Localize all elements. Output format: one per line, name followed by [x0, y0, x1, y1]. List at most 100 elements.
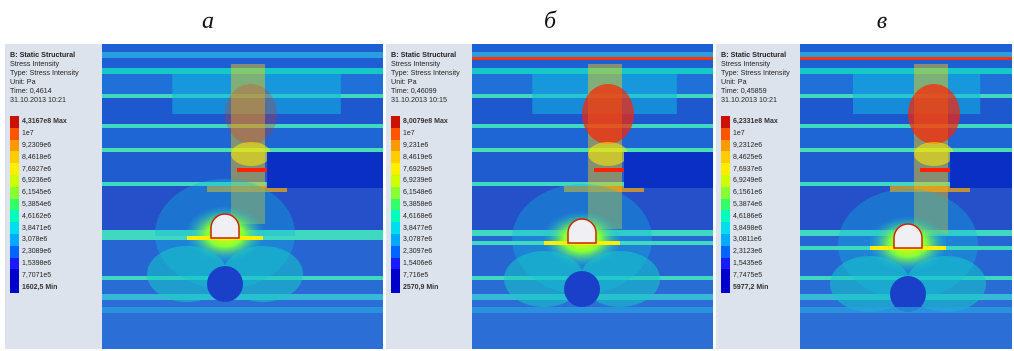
scale-swatch — [721, 257, 730, 270]
scale-label: 2,3097e6 — [403, 248, 433, 256]
bottom-band — [800, 307, 1012, 313]
lobe — [504, 251, 584, 307]
stress-seam — [890, 186, 970, 192]
scale-swatch — [10, 116, 19, 128]
scale-label: 6,9249e6 — [733, 177, 763, 185]
scale-swatch — [10, 245, 19, 258]
scale-swatch — [721, 269, 730, 282]
scale-label: 4,6162e6 — [22, 212, 52, 220]
scale-swatch — [721, 174, 730, 187]
scale-label: 3,8477e6 — [403, 224, 433, 232]
scale-label: 2,3123e6 — [733, 248, 763, 256]
panel-c: B: Static Structural Stress Intensity Ty… — [716, 44, 1012, 349]
scale-swatch — [10, 269, 19, 282]
stratum — [472, 44, 713, 52]
hot-spot — [582, 84, 634, 144]
stratum — [800, 68, 1012, 74]
scale-swatch — [391, 210, 400, 223]
lobe — [223, 246, 303, 302]
scale-swatch — [391, 233, 400, 246]
scale-swatch — [391, 174, 400, 187]
legend-unit: Unit: Pa — [391, 77, 417, 86]
lobe — [906, 256, 986, 312]
scale-swatch — [721, 222, 730, 234]
legend-type: Type: Stress Intensity — [391, 68, 460, 77]
scale-label: 9,2312e6 — [733, 141, 763, 149]
lobe-core — [890, 276, 926, 312]
scale-swatch — [391, 116, 400, 128]
scale-swatch — [10, 210, 19, 223]
tunnel — [893, 223, 923, 249]
scale-label: 6,1545e6 — [22, 189, 52, 197]
scale-label: 3,8471e6 — [22, 224, 52, 232]
stratum — [800, 52, 1012, 58]
stratum — [800, 182, 1012, 186]
scale-swatch — [721, 127, 730, 140]
scale-swatch — [721, 163, 730, 175]
stratum — [800, 58, 1012, 68]
stress-field-a — [102, 44, 383, 349]
scale-swatch — [721, 245, 730, 258]
panel-a: B: Static Structural Stress Intensity Ty… — [5, 44, 383, 349]
scale-min: 5977,2 Min — [733, 283, 769, 291]
scale-swatch — [10, 233, 19, 246]
scale-label: 8,4619e6 — [403, 153, 433, 161]
stratum — [472, 58, 713, 68]
legend-result: Stress Intensity — [391, 59, 441, 68]
scale-label: 7,7071e5 — [22, 271, 52, 279]
scale-label: 2,3089e6 — [22, 248, 52, 256]
stress-seam — [237, 168, 287, 172]
scale-label: 8,4625e6 — [733, 153, 763, 161]
legend-date: 31.10.2013 10:21 — [721, 95, 777, 104]
legend-date: 31.10.2013 10:15 — [391, 95, 447, 104]
scale-swatch — [721, 198, 730, 211]
legend-c: B: Static Structural Stress Intensity Ty… — [716, 44, 800, 349]
scale-swatch — [721, 139, 730, 152]
legend-b: B: Static Structural Stress Intensity Ty… — [386, 44, 472, 349]
scale-swatch — [721, 186, 730, 199]
scale-label: 7,716e5 — [403, 271, 429, 279]
lobe — [147, 246, 227, 302]
scale-swatch — [721, 151, 730, 164]
scale-swatch — [10, 186, 19, 199]
scale-swatch — [10, 222, 19, 234]
roof-band — [800, 57, 1012, 60]
scale-min: 1602,5 Min — [22, 283, 58, 291]
scale-label: 6,9236e6 — [22, 177, 52, 185]
stress-field-b — [472, 44, 713, 349]
stress-field-c — [800, 44, 1012, 349]
caption-a: а — [202, 8, 214, 34]
stratum — [102, 124, 383, 128]
scale-swatch — [721, 116, 730, 128]
scale-swatch — [391, 269, 400, 282]
scale-label: 5,3854e6 — [22, 200, 52, 208]
scale-label: 3,078e6 — [22, 236, 48, 244]
scale-swatch — [391, 163, 400, 175]
mid-zone — [172, 74, 341, 114]
scale-swatch — [391, 151, 400, 164]
legend-result: Stress Intensity — [10, 59, 60, 68]
scale-swatch — [10, 257, 19, 270]
scale-swatch — [721, 233, 730, 246]
scale-label: 3,0787e6 — [403, 236, 433, 244]
scale-swatch — [10, 139, 19, 152]
scale-swatch — [391, 139, 400, 152]
caption-c: в — [876, 8, 888, 34]
legend-result: Stress Intensity — [721, 59, 771, 68]
dark-block — [624, 152, 713, 188]
stress-seam — [594, 168, 644, 172]
stratum — [800, 44, 1012, 52]
scale-label: 1,5398e6 — [22, 259, 52, 267]
lobe-core — [564, 271, 600, 307]
scale-label: 7,6927e6 — [22, 165, 52, 173]
stratum — [800, 128, 1012, 148]
scale-swatch — [10, 281, 19, 293]
lobe-core — [207, 266, 243, 302]
stratum — [102, 128, 383, 148]
color-scale-b: 8,0079e8 Max 1e7 9,231e6 8,4619e6 7,6929… — [391, 116, 472, 293]
roof-band — [472, 57, 713, 60]
stress-zone — [231, 142, 271, 166]
scale-label: 6,1548e6 — [403, 189, 433, 197]
scale-swatch — [391, 127, 400, 140]
stratum — [102, 68, 383, 74]
